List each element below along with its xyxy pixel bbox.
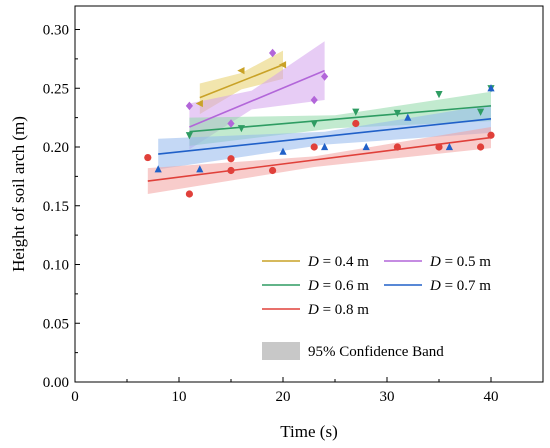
data-point-triangle-up [487, 84, 495, 92]
data-point-circle [352, 119, 360, 128]
data-point-triangle-left [237, 67, 245, 75]
legend-variable: D [429, 278, 441, 294]
x-tick-label: 40 [484, 389, 499, 405]
data-point-triangle-down [352, 108, 360, 116]
data-point-triangle-down [477, 108, 485, 116]
y-tick-label: 0.15 [43, 199, 69, 215]
data-point-circle [310, 143, 318, 151]
data-point-circle [393, 143, 401, 151]
legend-value: = 0.6 m [319, 278, 369, 294]
legend-value: = 0.7 m [441, 278, 491, 294]
data-points [144, 48, 495, 198]
y-tick-label: 0.00 [43, 375, 69, 391]
legend-variable: D [429, 254, 441, 270]
data-point-circle [144, 153, 152, 162]
legend-entry-label: D = 0.4 m [307, 254, 369, 270]
fit-lines [147, 64, 492, 182]
x-tick-label: 0 [71, 389, 79, 405]
data-point-diamond [269, 48, 277, 58]
data-point-diamond [185, 101, 193, 111]
data-point-triangle-left [278, 61, 287, 69]
confidence-band [147, 127, 492, 194]
data-point-circle [269, 166, 277, 175]
legend-entry-label: D = 0.7 m [429, 278, 491, 294]
x-axis-label: Time (s) [280, 422, 337, 441]
y-tick-label: 0.05 [43, 316, 69, 332]
data-point-circle [185, 190, 193, 198]
data-point-triangle-left [195, 99, 203, 108]
data-point-circle [227, 166, 235, 175]
data-point-triangle-down [393, 109, 401, 118]
data-point-triangle-down [237, 125, 245, 133]
legend-band-label: 95% Confidence Band [308, 344, 444, 360]
data-point-circle [477, 143, 485, 151]
x-tick-label: 20 [276, 389, 291, 405]
fit-line [189, 69, 325, 128]
fit-line [158, 118, 492, 155]
x-tick-label: 30 [380, 389, 395, 405]
legend-entry-label: D = 0.5 m [429, 254, 491, 270]
legend-value: = 0.4 m [319, 254, 369, 270]
fit-line [199, 64, 284, 99]
data-point-triangle-up [362, 142, 370, 151]
legend-entry-label: D = 0.6 m [307, 278, 369, 294]
data-point-triangle-up [279, 147, 287, 155]
data-point-triangle-up [196, 165, 204, 173]
legend-variable: D [307, 278, 319, 294]
data-point-diamond [227, 119, 235, 128]
y-tick-label: 0.10 [43, 258, 69, 274]
data-point-triangle-up [404, 113, 412, 121]
data-point-triangle-down [435, 91, 443, 99]
data-point-circle [435, 143, 443, 151]
data-point-triangle-up [321, 142, 329, 151]
legend-value: = 0.5 m [441, 254, 491, 270]
data-point-triangle-up [154, 165, 162, 173]
legend-variable: D [307, 302, 319, 318]
plot-frame [74, 5, 544, 383]
legend-entry-label: D = 0.8 m [307, 302, 369, 318]
y-tick-label: 0.20 [43, 140, 69, 156]
y-tick-label: 0.30 [43, 23, 69, 39]
x-axis-ticks: 0 10 20 30 40 [71, 377, 499, 405]
legend-value: = 0.8 m [319, 302, 369, 318]
data-point-triangle-down [310, 120, 318, 128]
y-axis-label: Height of soil arch (m) [9, 116, 28, 272]
data-point-circle [227, 155, 235, 163]
data-point-diamond [321, 72, 329, 81]
legend-band-swatch [262, 342, 300, 360]
y-tick-label: 0.25 [43, 81, 69, 97]
fit-line [147, 136, 492, 182]
data-point-triangle-down [185, 132, 193, 140]
legend-variable: D [307, 254, 319, 270]
x-tick-label: 10 [172, 389, 187, 405]
data-point-circle [487, 131, 495, 139]
data-point-diamond [310, 95, 318, 105]
data-point-triangle-up [445, 142, 453, 151]
y-axis-ticks: 0.00 0.05 0.10 0.15 0.20 0.25 0.30 [43, 23, 80, 391]
